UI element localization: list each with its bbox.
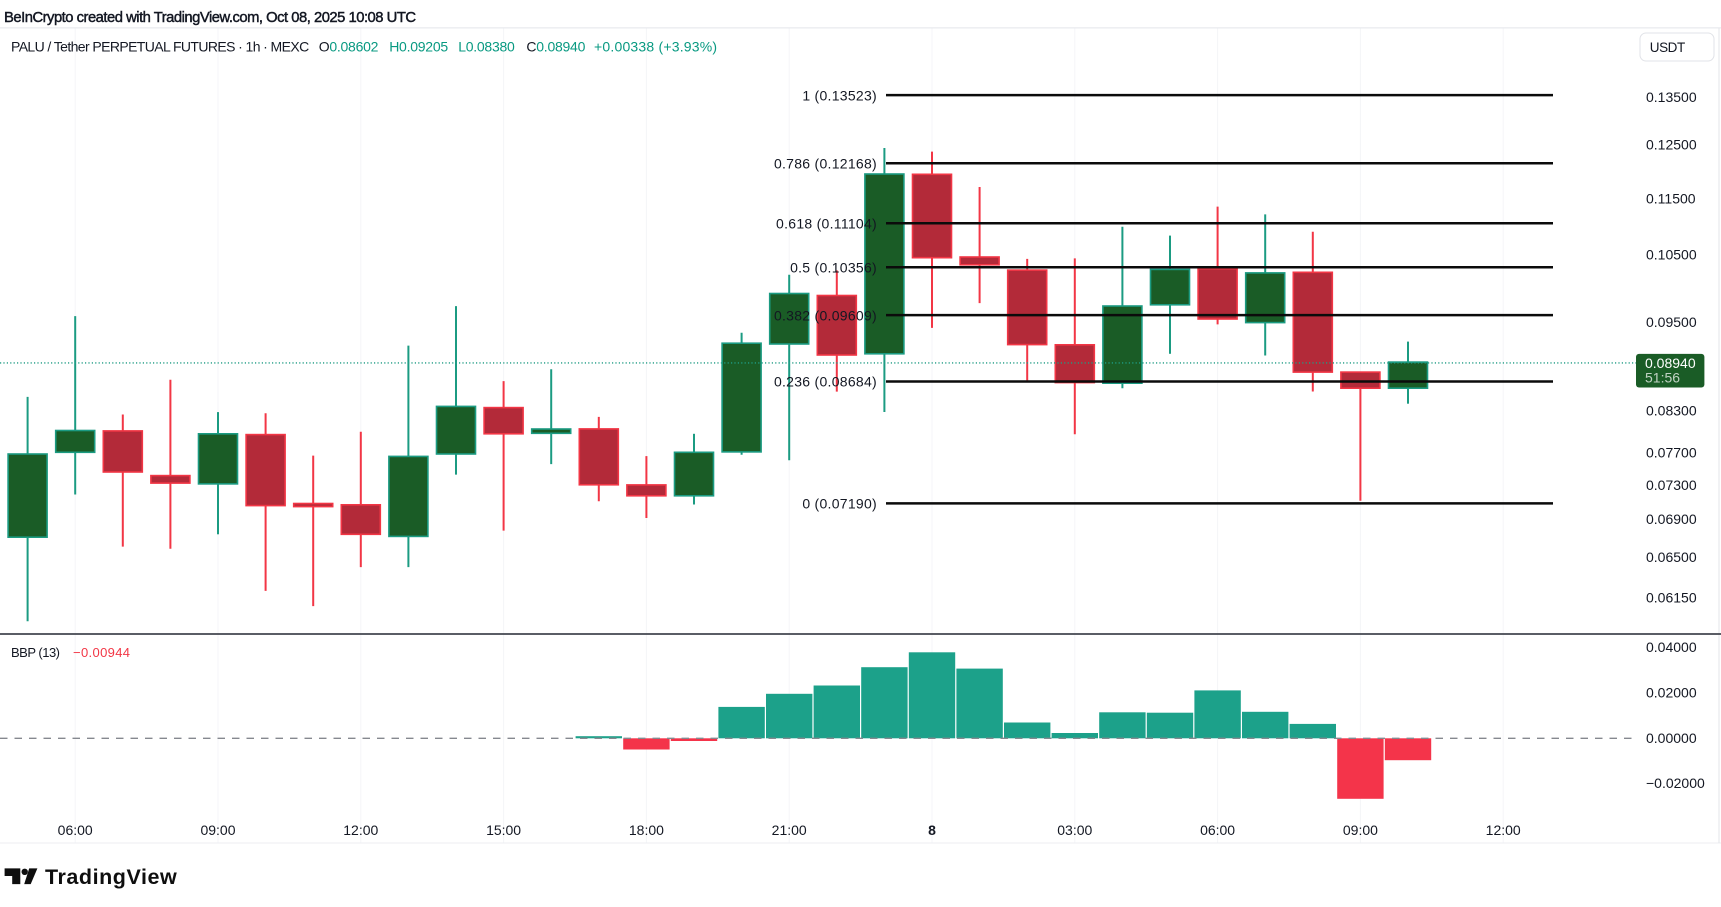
svg-text:0.07300: 0.07300 [1646, 477, 1697, 493]
svg-text:06:00: 06:00 [58, 822, 93, 838]
svg-text:USDT: USDT [1650, 40, 1685, 55]
svg-text:0.08940: 0.08940 [1645, 355, 1696, 371]
svg-text:03:00: 03:00 [1057, 822, 1092, 838]
svg-text:06:00: 06:00 [1200, 822, 1235, 838]
svg-text:0.00000: 0.00000 [1646, 730, 1697, 746]
svg-text:0.06150: 0.06150 [1646, 590, 1697, 606]
svg-text:18:00: 18:00 [629, 822, 664, 838]
svg-text:PALU / Tether PERPETUAL FUTURE: PALU / Tether PERPETUAL FUTURES · 1h · M… [11, 39, 309, 55]
svg-text:0.12500: 0.12500 [1646, 137, 1697, 153]
svg-text:BeInCrypto created with Tradin: BeInCrypto created with TradingView.com,… [4, 10, 416, 26]
svg-text:0.08300: 0.08300 [1646, 403, 1697, 419]
svg-text:0.06900: 0.06900 [1646, 511, 1697, 527]
svg-text:51:56: 51:56 [1645, 370, 1680, 386]
svg-text:0.06500: 0.06500 [1646, 549, 1697, 565]
svg-text:0.382 (0.09609): 0.382 (0.09609) [774, 307, 877, 323]
svg-text:L0.08380: L0.08380 [458, 39, 515, 55]
svg-text:0.10500: 0.10500 [1646, 247, 1697, 263]
svg-text:−0.00944: −0.00944 [73, 645, 130, 660]
svg-text:15:00: 15:00 [486, 822, 521, 838]
svg-text:09:00: 09:00 [200, 822, 235, 838]
svg-text:0.04000: 0.04000 [1646, 639, 1697, 655]
svg-text:12:00: 12:00 [343, 822, 378, 838]
svg-text:0.618 (0.11104): 0.618 (0.11104) [776, 215, 877, 231]
svg-text:0.786 (0.12168): 0.786 (0.12168) [774, 156, 877, 172]
svg-text:0.5 (0.10356): 0.5 (0.10356) [790, 259, 877, 275]
svg-text:C0.08940: C0.08940 [526, 39, 585, 55]
svg-text:0.236 (0.08684): 0.236 (0.08684) [774, 374, 877, 390]
svg-text:0.02000: 0.02000 [1646, 685, 1697, 701]
svg-text:0.09500: 0.09500 [1646, 314, 1697, 330]
svg-text:+0.00338 (+3.93%): +0.00338 (+3.93%) [594, 39, 717, 55]
svg-text:21:00: 21:00 [772, 822, 807, 838]
svg-text:BBP (13): BBP (13) [11, 645, 60, 660]
svg-text:1 (0.13523): 1 (0.13523) [802, 87, 877, 103]
svg-text:0.11500: 0.11500 [1646, 191, 1696, 207]
svg-text:−0.02000: −0.02000 [1646, 775, 1705, 791]
svg-text:O0.08602: O0.08602 [319, 39, 379, 55]
svg-text:0.13500: 0.13500 [1646, 89, 1697, 105]
svg-text:0.07700: 0.07700 [1646, 445, 1697, 461]
svg-text:TradingView: TradingView [45, 865, 177, 889]
svg-text:12:00: 12:00 [1486, 822, 1521, 838]
svg-text:H0.09205: H0.09205 [389, 39, 448, 55]
svg-text:8: 8 [928, 822, 936, 838]
svg-text:0 (0.07190): 0 (0.07190) [802, 496, 877, 512]
svg-text:09:00: 09:00 [1343, 822, 1378, 838]
